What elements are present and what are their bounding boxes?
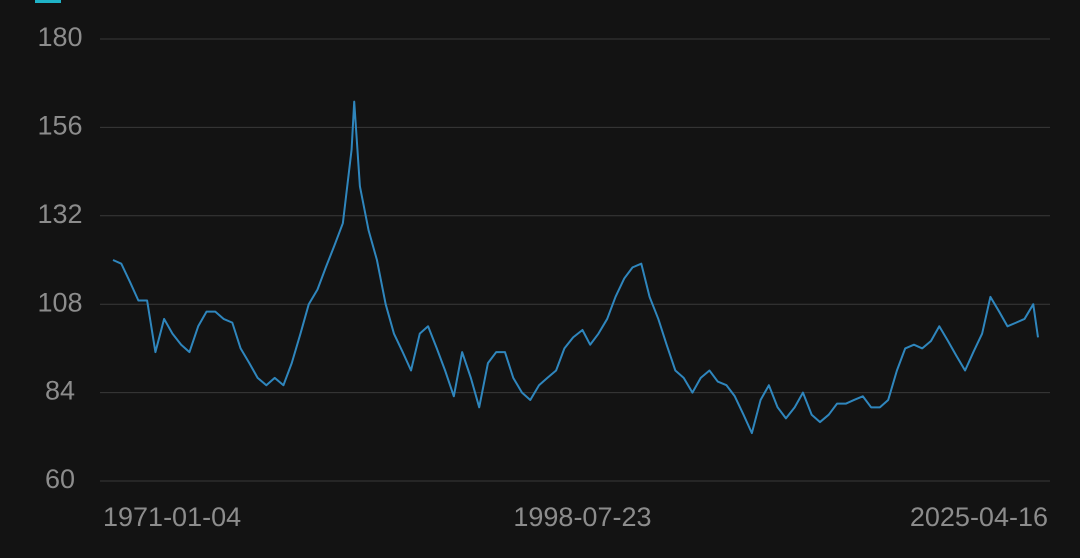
y-tick-label: 132 [37,199,82,229]
x-tick-label: 1971-01-04 [103,502,241,532]
y-tick-label: 108 [37,287,82,317]
y-tick-label: 156 [37,111,82,141]
x-tick-label: 1998-07-23 [513,502,651,532]
y-tick-label: 180 [37,22,82,52]
data-line [112,100,1039,435]
y-tick-label: 84 [45,376,75,406]
legend-swatch [35,0,61,3]
x-tick-label: 2025-04-16 [910,502,1048,532]
y-tick-label: 60 [45,464,75,494]
